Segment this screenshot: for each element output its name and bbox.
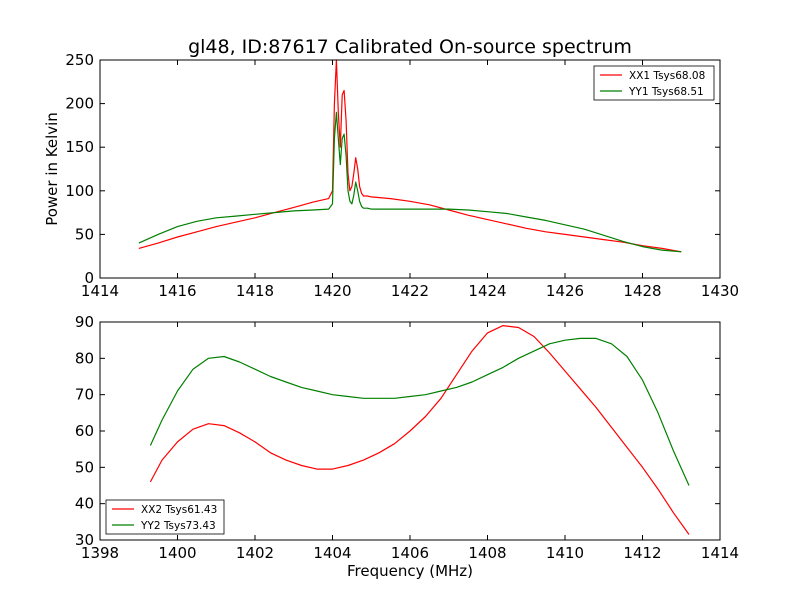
y-tick-label: 90 — [75, 313, 94, 331]
top-series-lines — [138, 59, 682, 253]
top-legend: XX1 Tsys68.08 YY1 Tsys68.51 — [593, 65, 715, 101]
y-tick-label: 0 — [84, 269, 94, 287]
x-tick-label: 1406 — [391, 544, 429, 562]
top-ticks: 1414 1416 1418 1420 1422 1424 1426 1428 1430 0 50 1… — [65, 51, 739, 300]
x-tick-label: 1398 — [81, 544, 119, 562]
x-tick-label: 1418 — [236, 282, 274, 300]
x-tick-label: 1402 — [236, 544, 274, 562]
legend-label-xx1: XX1 Tsys68.08 — [629, 70, 705, 82]
x-tick-label: 1420 — [313, 282, 351, 300]
bottom-subplot: Frequency (MHz) 1398 1400 1402 1404 1406 1408… — [75, 313, 739, 580]
y-tick-label: 250 — [65, 51, 94, 69]
top-axes-frame — [99, 59, 721, 279]
x-tick-label: 1424 — [468, 282, 506, 300]
bottom-ticks: 1398 1400 1402 1404 1406 1408 1410 1412 1414 30 40… — [75, 313, 739, 562]
bottom-series-lines — [149, 325, 690, 535]
bottom-legend: XX2 Tsys61.43 YY2 Tsys73.43 — [105, 499, 225, 535]
x-axis-label: Frequency (MHz) — [347, 562, 473, 580]
x-tick-label: 1426 — [546, 282, 584, 300]
x-tick-label: 1412 — [623, 544, 661, 562]
x-tick-label: 1408 — [468, 544, 506, 562]
y-axis-label: Power in Kelvin — [43, 112, 61, 226]
series-line-yy1 — [138, 111, 682, 253]
y-tick-label: 60 — [75, 422, 94, 440]
x-tick-label: 1430 — [701, 282, 739, 300]
legend-label-xx2: XX2 Tsys61.43 — [141, 504, 217, 516]
x-tick-label: 1410 — [546, 544, 584, 562]
y-tick-label: 100 — [65, 182, 94, 200]
y-tick-label: 150 — [65, 138, 94, 156]
chart-title: gl48, ID:87617 Calibrated On-source spec… — [188, 36, 632, 58]
y-tick-label: 80 — [75, 349, 94, 367]
legend-label-yy2: YY2 Tsys73.43 — [140, 520, 216, 532]
x-tick-label: 1416 — [158, 282, 196, 300]
series-line-yy2 — [149, 337, 690, 486]
legend-label-yy1: YY1 Tsys68.51 — [628, 86, 704, 98]
x-tick-label: 1414 — [701, 544, 739, 562]
y-tick-label: 200 — [65, 95, 94, 113]
y-tick-label: 70 — [75, 386, 94, 404]
y-tick-label: 50 — [75, 458, 94, 476]
x-tick-label: 1400 — [158, 544, 196, 562]
x-tick-label: 1414 — [81, 282, 119, 300]
x-tick-label: 1422 — [391, 282, 429, 300]
x-tick-label: 1404 — [313, 544, 351, 562]
top-subplot: gl48, ID:87617 Calibrated On-source spec… — [43, 36, 739, 300]
y-tick-label: 30 — [75, 531, 94, 549]
bottom-axes-frame — [99, 321, 721, 541]
series-line-xx1 — [138, 59, 682, 253]
y-tick-label: 50 — [75, 225, 94, 243]
legend-box — [105, 499, 225, 535]
series-line-xx2 — [149, 325, 690, 535]
x-tick-label: 1428 — [623, 282, 661, 300]
y-tick-label: 40 — [75, 495, 94, 513]
legend-box — [593, 65, 715, 101]
